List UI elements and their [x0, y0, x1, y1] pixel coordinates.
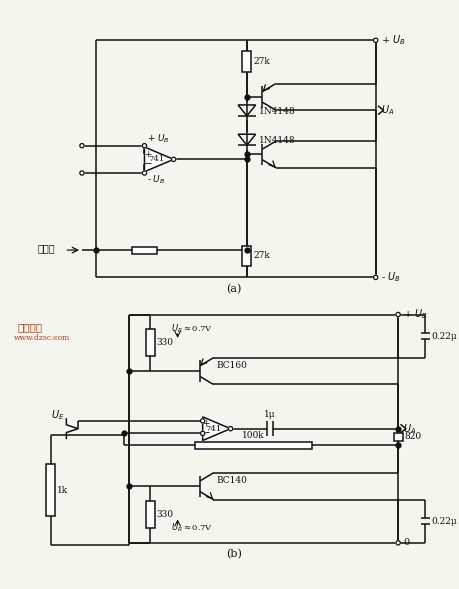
Text: 1μ: 1μ	[263, 410, 275, 419]
Bar	[46, 464, 55, 517]
Circle shape	[373, 38, 377, 42]
Circle shape	[200, 419, 204, 423]
Bar	[146, 501, 154, 528]
Text: 1N4148: 1N4148	[258, 107, 295, 116]
Text: - $U_B$: - $U_B$	[380, 270, 399, 284]
Bar	[195, 442, 312, 448]
Text: 741: 741	[205, 425, 221, 433]
Text: (a): (a)	[226, 284, 241, 294]
Text: $U_R$$\approx$0.7V: $U_R$$\approx$0.7V	[170, 522, 212, 534]
Circle shape	[395, 541, 399, 545]
Circle shape	[395, 312, 399, 317]
Bar	[131, 247, 157, 253]
Text: + $U_B$: + $U_B$	[402, 307, 427, 322]
Text: 1k: 1k	[57, 485, 68, 495]
Circle shape	[228, 426, 232, 431]
Text: 330: 330	[156, 510, 173, 519]
Text: + $U_B$: + $U_B$	[147, 133, 170, 145]
Text: - $U_B$: - $U_B$	[147, 174, 166, 186]
Text: −: −	[144, 159, 152, 169]
Text: (b): (b)	[226, 550, 241, 560]
Text: 0.22μ: 0.22μ	[431, 332, 457, 340]
Text: + $U_B$: + $U_B$	[380, 34, 404, 47]
Text: $U_A$: $U_A$	[380, 103, 393, 117]
Text: 100k: 100k	[242, 431, 264, 440]
Text: −: −	[202, 428, 210, 438]
Text: 27k: 27k	[252, 57, 269, 67]
Text: +: +	[144, 150, 152, 159]
Text: 330: 330	[156, 338, 173, 348]
Text: BC140: BC140	[216, 476, 246, 485]
Text: www.dzsc.com: www.dzsc.com	[14, 334, 70, 342]
Polygon shape	[144, 147, 173, 172]
Text: 0.22μ: 0.22μ	[431, 517, 457, 526]
Circle shape	[80, 171, 84, 175]
Text: $U_E$: $U_E$	[50, 408, 64, 422]
Bar	[242, 246, 251, 266]
Text: 27k: 27k	[252, 252, 269, 260]
Circle shape	[373, 275, 377, 280]
Text: 0: 0	[402, 538, 408, 547]
Circle shape	[142, 144, 146, 148]
Text: +: +	[202, 419, 210, 428]
Circle shape	[200, 431, 204, 435]
Text: 741: 741	[148, 155, 164, 163]
Text: $U_A$: $U_A$	[402, 422, 415, 436]
Bar	[146, 329, 154, 356]
Text: BC160: BC160	[216, 360, 246, 370]
Circle shape	[171, 157, 175, 161]
Bar	[242, 51, 251, 72]
Text: 维库一卡: 维库一卡	[17, 323, 43, 332]
Text: 负反馈: 负反馈	[37, 244, 55, 254]
Text: 1N4148: 1N4148	[258, 136, 295, 145]
Circle shape	[80, 144, 84, 148]
Polygon shape	[202, 417, 230, 441]
Text: $U_R$$\approx$0.7V: $U_R$$\approx$0.7V	[170, 323, 212, 335]
Bar	[393, 433, 402, 441]
Text: 820: 820	[403, 432, 421, 441]
Circle shape	[142, 171, 146, 175]
